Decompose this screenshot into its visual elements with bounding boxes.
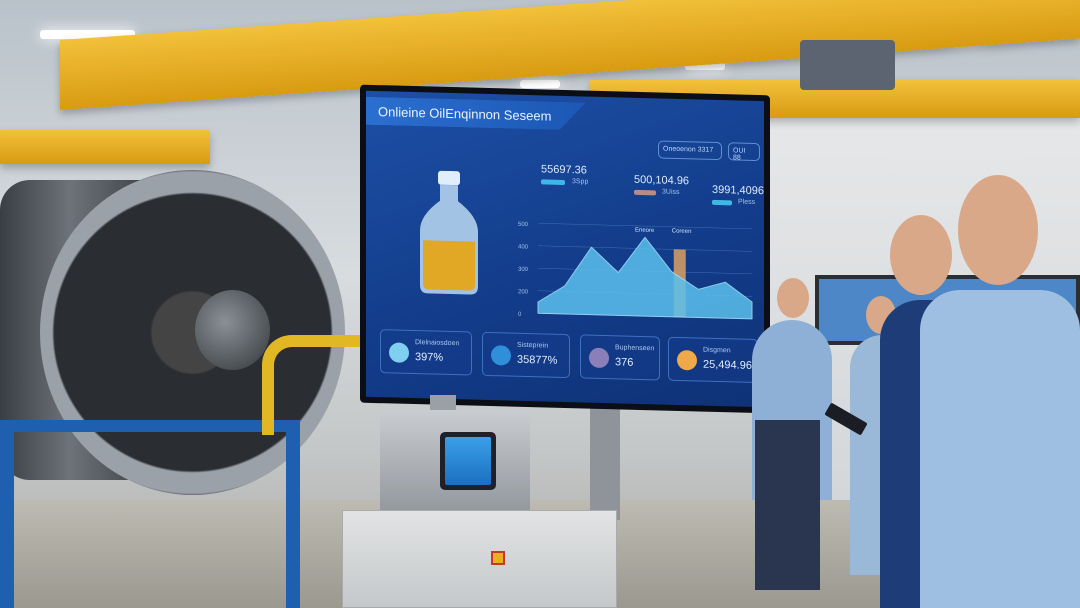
metric-label: Pless: [738, 198, 756, 206]
stat-label: Sisteprein: [517, 341, 549, 350]
metric-value: 55697.36: [541, 163, 587, 177]
emergency-button[interactable]: [491, 551, 505, 565]
drop-icon: [491, 345, 511, 366]
stat-label: Buphenseen: [615, 344, 655, 353]
person-legs: [755, 420, 820, 590]
metric-label: 3Uiss: [662, 188, 680, 196]
status-chip[interactable]: OUI 88: [728, 142, 760, 162]
person-head: [777, 278, 809, 318]
gauge-icon: [389, 342, 409, 363]
metric-value: 500,104.96: [634, 173, 690, 188]
stat-card[interactable]: Buphenseen 376: [580, 334, 660, 381]
gridline: [538, 223, 752, 230]
metric-bar: [541, 179, 565, 185]
y-tick-label: 500: [518, 222, 529, 228]
monitor-stand: [590, 400, 620, 520]
oil-bottle-icon: [420, 170, 478, 295]
stat-value: 376: [615, 356, 634, 369]
crane-hoist: [800, 40, 895, 90]
dashboard-screen: Onlieine OilEnqinnon Seseem Oneoenon 331…: [366, 90, 764, 408]
dashboard-title: Onlieine OilEnqinnon Seseem: [366, 97, 586, 131]
oil-sensor-device: [380, 410, 530, 520]
ceiling-light: [520, 80, 560, 88]
sensor-display: [440, 432, 496, 490]
engine-hub: [195, 290, 270, 370]
y-tick-label: 300: [518, 267, 529, 273]
chart-annotation: Coreen: [672, 228, 692, 235]
stat-card[interactable]: Sisteprein 35877%: [482, 331, 570, 379]
metric-bar: [712, 199, 732, 206]
metric-label: 3Spp: [572, 178, 589, 186]
check-icon: [677, 349, 697, 371]
person-head: [890, 215, 952, 295]
flask-icon: [589, 347, 609, 369]
stat-value: 397%: [415, 351, 444, 364]
control-cabinet: [342, 510, 617, 608]
stat-value: 35877%: [517, 353, 558, 367]
stat-value: 25,494.96: [703, 358, 752, 372]
area-series: [537, 236, 753, 320]
y-tick-label: 0: [518, 312, 522, 318]
crane-beam: [0, 130, 210, 164]
monitor: Onlieine OilEnqinnon Seseem Oneoenon 331…: [360, 84, 770, 414]
ceiling-light: [685, 62, 725, 70]
y-tick-label: 200: [518, 289, 529, 295]
stat-label: Disgmen: [703, 346, 731, 355]
ceiling-light: [40, 30, 135, 39]
metric-value: 3991,4096: [712, 183, 764, 198]
y-tick-label: 400: [518, 244, 529, 250]
engine-stand: [0, 420, 300, 608]
person-engineer: [920, 290, 1080, 608]
area-chart: 500 400 300 200 0 Eneore Coreen: [518, 222, 753, 320]
metric-bar: [634, 189, 656, 196]
chart-annotation: Eneore: [635, 227, 655, 234]
stat-card[interactable]: Dlelnaiosdoen 397%: [380, 329, 472, 376]
status-chip[interactable]: Oneoenon 3317: [658, 140, 722, 161]
stat-label: Dlelnaiosdoen: [415, 339, 460, 348]
stat-card[interactable]: Disgmen 25,494.96: [668, 336, 758, 384]
person-head: [958, 175, 1038, 285]
